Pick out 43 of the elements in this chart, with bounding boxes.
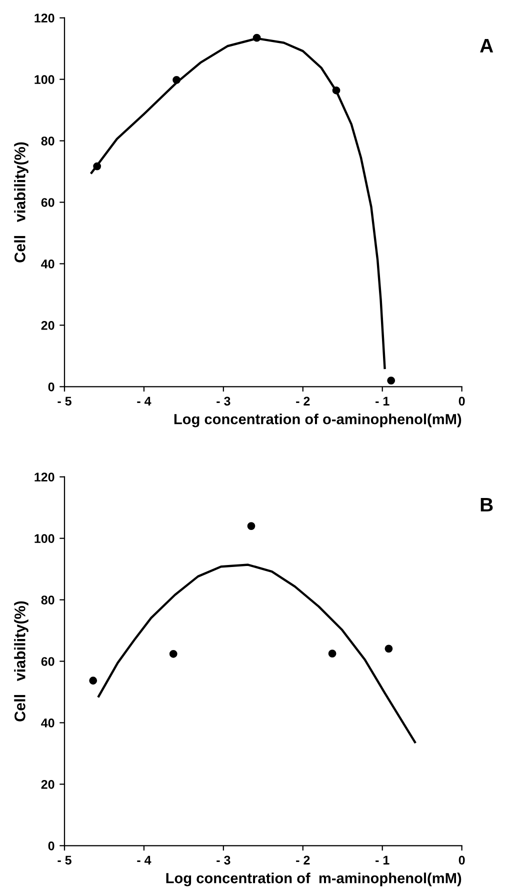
y-tick-label: 20 xyxy=(41,780,54,789)
point xyxy=(89,676,98,685)
x-axis-title: Log concentration of o-aminophenol(mM) xyxy=(174,414,462,428)
y-axis-title: Cell viability(%) xyxy=(14,142,28,262)
x-tick-label: 0 xyxy=(458,856,465,865)
x-tick-label: - 5 xyxy=(58,396,72,406)
point xyxy=(328,650,336,658)
y-tick-label: 60 xyxy=(41,657,54,666)
point xyxy=(247,522,256,530)
point xyxy=(172,76,180,84)
text: A xyxy=(480,39,494,52)
y-tick-label: 40 xyxy=(41,718,54,728)
point xyxy=(387,376,396,384)
x-tick-label: - 4 xyxy=(137,856,152,864)
y-tick-label: 20 xyxy=(41,321,54,330)
y-tick-label: 0 xyxy=(48,841,54,850)
y-tick-label: 80 xyxy=(41,596,54,604)
x-tick-label: - 1 xyxy=(376,396,390,406)
x-tick-label: - 3 xyxy=(216,396,230,406)
x-tick-label: - 3 xyxy=(216,856,230,865)
y-tick-label: 100 xyxy=(34,534,54,543)
point xyxy=(252,34,261,42)
y-tick-label: 120 xyxy=(34,472,54,482)
x-tick-label: - 1 xyxy=(376,856,390,864)
y-tick-label: 120 xyxy=(34,14,54,23)
x-tick-label: - 5 xyxy=(58,856,72,865)
y-tick-label: 100 xyxy=(34,75,54,84)
point xyxy=(169,650,178,658)
y-axis-title: Cell viability(%) xyxy=(14,601,28,722)
text: B xyxy=(480,498,493,512)
line-series xyxy=(98,564,416,744)
y-tick-label: 80 xyxy=(41,136,54,146)
x-tick-label: - 2 xyxy=(296,856,310,864)
point xyxy=(384,644,393,653)
y-tick-label: 0 xyxy=(48,382,54,392)
x-axis-title: Log concentration of m-aminophenol(mM) xyxy=(166,872,462,886)
y-tick-label: 40 xyxy=(41,260,54,268)
x-tick-label: - 4 xyxy=(137,396,152,406)
point xyxy=(93,162,102,170)
point xyxy=(332,86,340,94)
x-tick-label: 0 xyxy=(458,396,465,406)
x-tick-label: - 2 xyxy=(296,396,310,406)
y-tick-label: 60 xyxy=(41,198,54,207)
